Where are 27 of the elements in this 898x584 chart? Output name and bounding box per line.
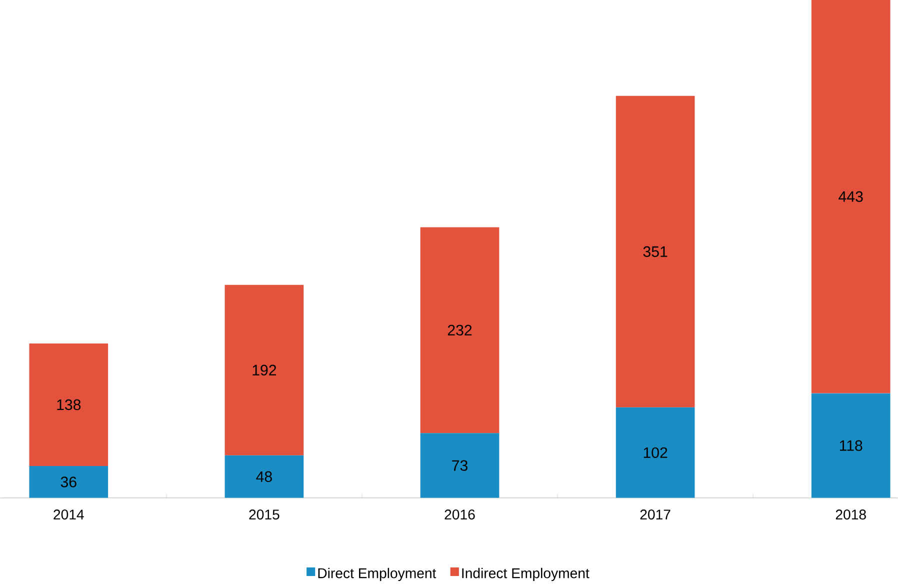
bar xyxy=(29,344,108,466)
x-tick-label: 2015 xyxy=(249,510,280,520)
data-label: 351 xyxy=(643,246,668,258)
bar xyxy=(29,466,108,498)
legend-label: Indirect Employment xyxy=(462,568,590,582)
bar xyxy=(616,408,695,498)
bar xyxy=(811,0,890,394)
data-label: 48 xyxy=(256,471,272,482)
x-tick-label: 2018 xyxy=(836,510,866,520)
data-label: 232 xyxy=(448,325,472,336)
data-label: 36 xyxy=(60,476,76,488)
x-tick-label: 2017 xyxy=(640,510,670,520)
data-label: 138 xyxy=(57,400,81,410)
bar xyxy=(811,393,890,498)
bar xyxy=(224,285,304,456)
bar xyxy=(420,433,500,498)
data-label: 118 xyxy=(840,440,862,452)
bar xyxy=(224,456,304,498)
data-label: 443 xyxy=(838,191,863,202)
data-label: 73 xyxy=(452,460,468,472)
x-tick-label: 2016 xyxy=(444,510,475,520)
data-label: 102 xyxy=(644,448,668,458)
bar xyxy=(616,96,695,408)
x-tick-label: 2014 xyxy=(54,510,84,520)
bar xyxy=(420,227,500,434)
legend-label: Direct Employment xyxy=(318,568,436,582)
data-label: 192 xyxy=(252,364,276,376)
